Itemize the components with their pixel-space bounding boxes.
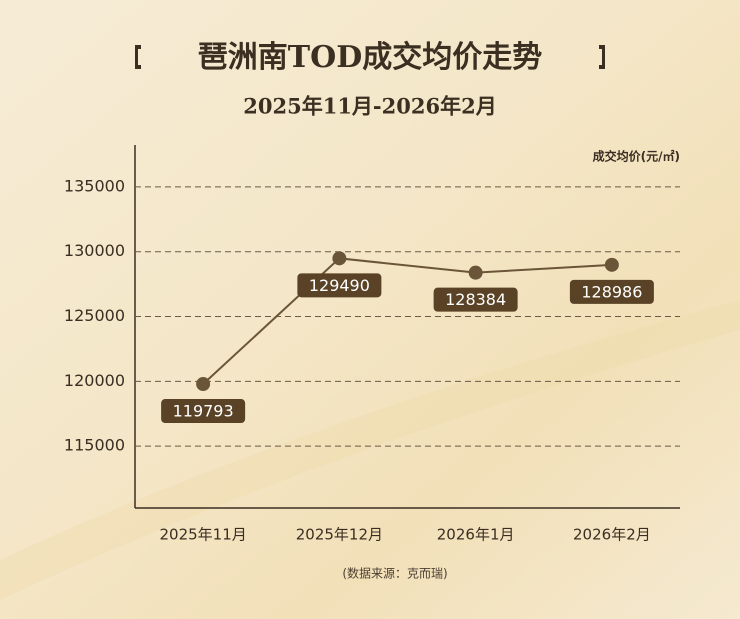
data-point	[196, 377, 211, 392]
data-point	[604, 257, 619, 272]
data-point	[332, 251, 347, 266]
y-tick-label: 135000	[64, 176, 125, 195]
value-label-box	[161, 399, 246, 424]
value-label: 119793	[173, 402, 234, 421]
y-axis-unit: 成交均价(元/㎡)	[593, 149, 680, 164]
y-tick-label: 120000	[64, 371, 125, 390]
x-tick-label: 2025年11月	[159, 526, 246, 544]
title-bracket-left	[135, 45, 141, 69]
title-bracket-right	[599, 45, 605, 69]
source-note: (数据来源：克而瑞)	[342, 566, 447, 581]
y-tick-label: 115000	[64, 436, 125, 455]
value-label: 129490	[309, 276, 370, 295]
value-label-box	[433, 287, 518, 312]
chart-title: 琶洲南TOD成交均价走势	[198, 40, 542, 75]
x-tick-label: 2026年1月	[437, 526, 515, 544]
value-label-box	[569, 279, 654, 304]
y-tick-label: 130000	[64, 241, 125, 260]
y-tick-label: 125000	[64, 306, 125, 325]
chart-subtitle: 2025年11月-2026年2月	[243, 94, 496, 119]
data-line	[202, 257, 612, 385]
marble-vein	[0, 300, 740, 600]
x-tick-label: 2025年12月	[296, 526, 383, 544]
value-label: 128384	[445, 290, 506, 309]
value-label: 128986	[581, 282, 642, 301]
value-label-box	[297, 273, 382, 298]
x-tick-label: 2026年2月	[573, 526, 651, 544]
data-point	[468, 265, 483, 280]
